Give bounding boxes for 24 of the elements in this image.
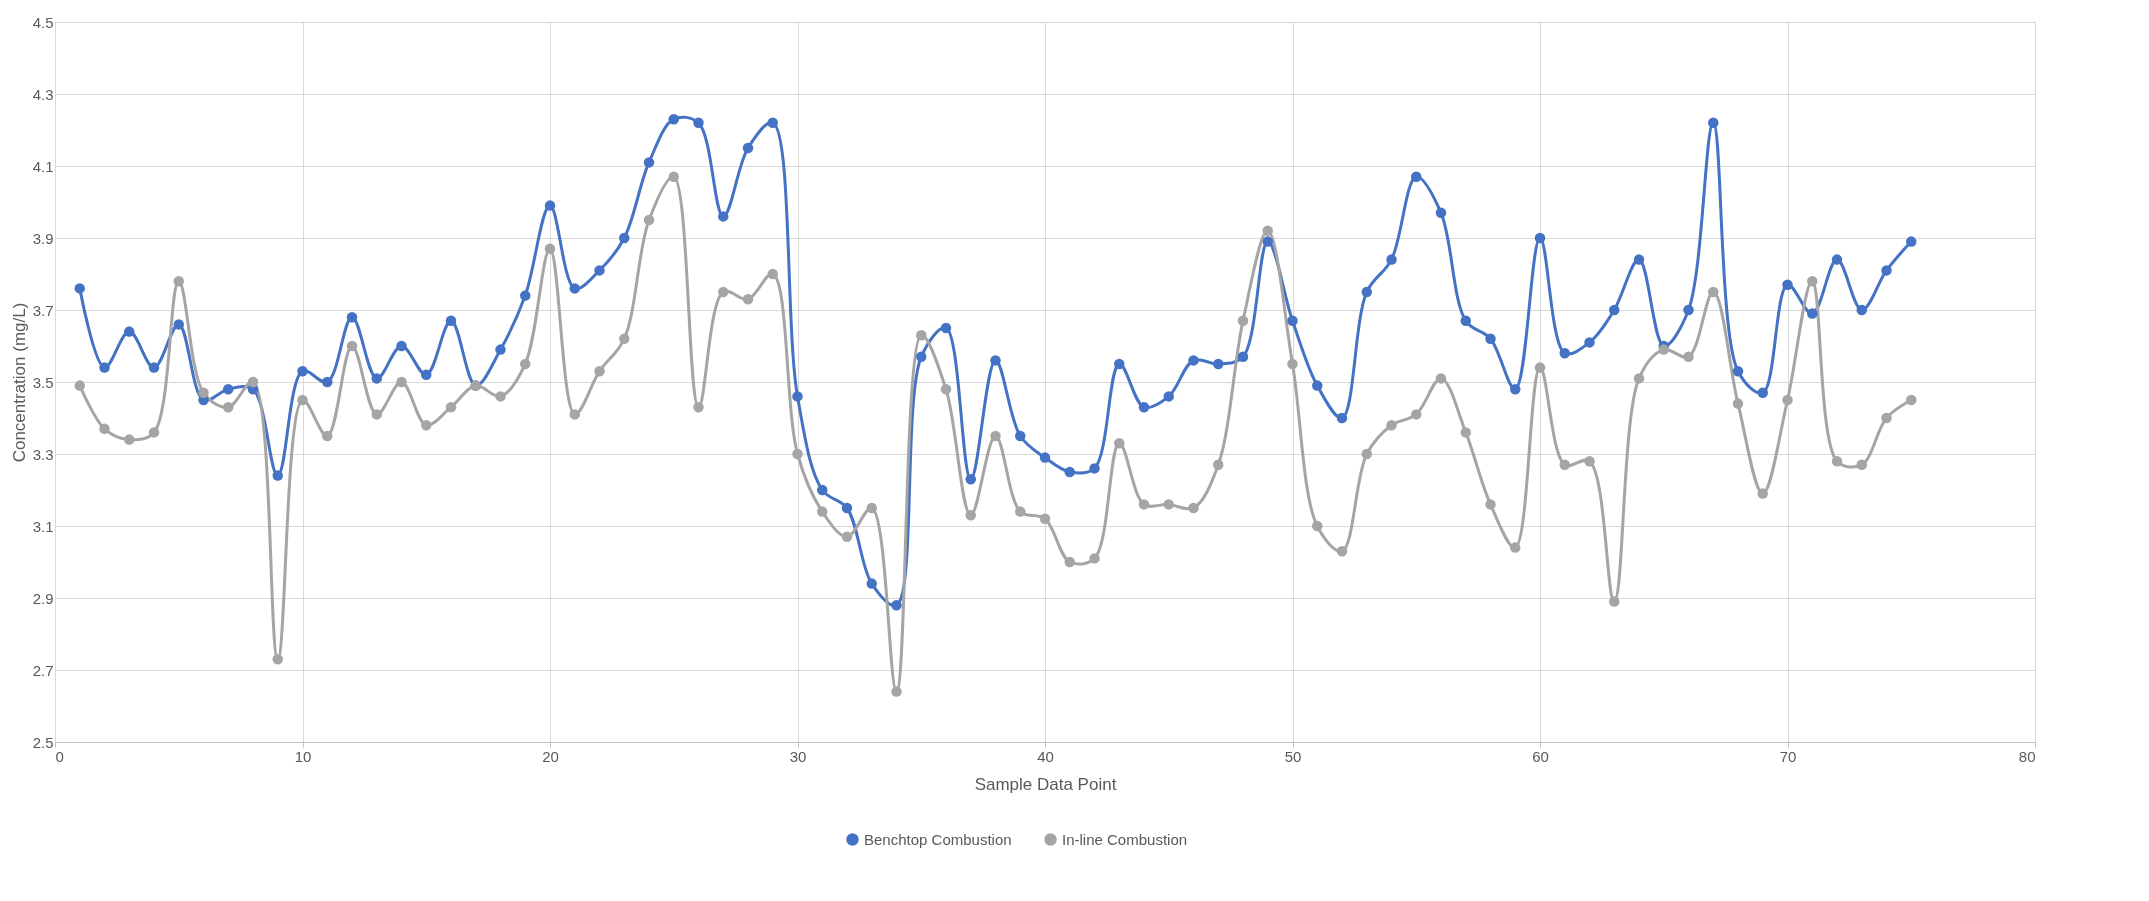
y-tick-label: 3.7 bbox=[32, 301, 54, 319]
x-tick-label: 50 bbox=[1284, 747, 1302, 765]
x-tick-label: 40 bbox=[1037, 747, 1054, 765]
x-tick-label: 10 bbox=[294, 747, 312, 765]
y-tick-label: 3.1 bbox=[32, 517, 54, 535]
y-tick-label: 4.5 bbox=[32, 13, 54, 31]
legend-label: Benchtop Combustion bbox=[864, 830, 1012, 848]
x-tick-label: 80 bbox=[2018, 747, 2036, 765]
x-tick-label: 20 bbox=[542, 747, 559, 765]
y-tick-label: 3.3 bbox=[32, 445, 54, 463]
x-axis-title: Sample Data Point bbox=[974, 774, 1117, 794]
x-tick-label: 0 bbox=[55, 747, 64, 765]
y-tick-label: 4.1 bbox=[32, 157, 54, 175]
y-tick-label: 2.5 bbox=[32, 733, 54, 751]
y-tick-label: 3.9 bbox=[32, 229, 54, 247]
y-tick-label: 2.9 bbox=[32, 589, 54, 607]
x-tick-label: 60 bbox=[1532, 747, 1549, 765]
x-tick-label: 30 bbox=[789, 747, 807, 765]
y-axis-title: Concentration (mg/L) bbox=[9, 302, 29, 463]
y-tick-label: 2.7 bbox=[32, 661, 54, 679]
x-tick-label: 70 bbox=[1779, 747, 1797, 765]
legend-label: In-line Combustion bbox=[1062, 830, 1188, 848]
y-tick-label: 4.3 bbox=[32, 85, 54, 103]
y-tick-label: 3.5 bbox=[32, 373, 54, 391]
